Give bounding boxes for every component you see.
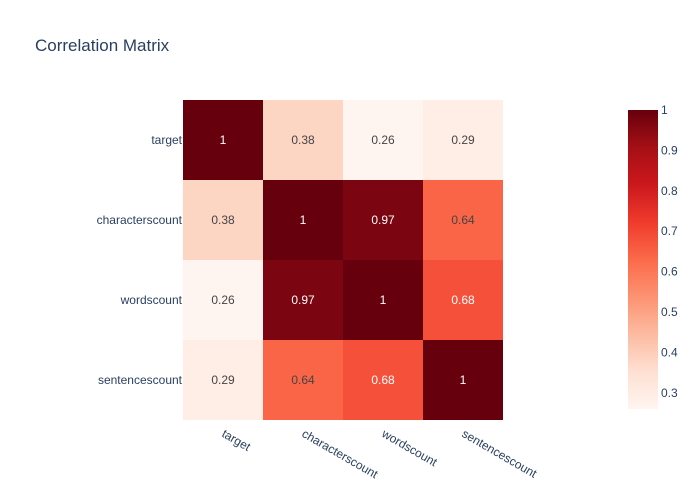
cell-value-label: 1 [300,213,307,227]
colorbar-tick-label: 0.6 [661,265,678,279]
y-tick-label: target [151,133,182,147]
cell-value-label: 1 [460,373,467,387]
heatmap-cell [263,260,343,340]
cell-value-label: 0.64 [451,213,475,227]
heatmap-cell [423,260,503,340]
colorbar-tick-label: 0.3 [661,386,678,400]
y-tick-label: characterscount [97,213,183,227]
heatmap-cell [423,180,503,260]
cell-value-label: 1 [380,293,387,307]
heatmap-cells: 1 0.38 0.26 0.29 0.38 1 0.97 0.64 0.26 0.97 1 0.68 0… [183,100,503,420]
cell-value-label: 0.38 [291,133,315,147]
colorbar-tick-label: 0.5 [661,305,678,319]
cell-value-label: 0.29 [451,133,475,147]
x-tick-label: sentencescount [460,426,540,480]
colorbar-gradient [628,110,658,409]
x-tick-label: wordscount [379,426,441,470]
cell-value-label: 0.38 [211,213,235,227]
x-tick-label: target [220,426,254,454]
heatmap-cell [263,340,343,420]
heatmap-cell [183,340,263,420]
heatmap-cell [343,100,423,180]
heatmap-cell [183,180,263,260]
x-tick-label: characterscount [300,426,382,481]
cell-value-label: 0.29 [211,373,235,387]
cell-value-label: 0.26 [211,293,235,307]
heatmap-cell [423,340,503,420]
heatmap-cell [263,100,343,180]
cell-value-label: 0.68 [371,373,395,387]
cell-value-label: 0.68 [451,293,475,307]
colorbar-tick-label: 0.8 [661,184,678,198]
colorbar-tick-label: 0.7 [661,224,678,238]
cell-value-label: 0.26 [371,133,395,147]
cell-value-label: 0.97 [291,293,315,307]
cell-value-label: 0.97 [371,213,395,227]
y-tick-label: sentencescount [98,373,183,387]
heatmap-cell [343,180,423,260]
heatmap-cell [263,180,343,260]
heatmap-cell [423,100,503,180]
cell-value-label: 0.64 [291,373,315,387]
heatmap-cell [343,340,423,420]
cell-value-label: 1 [220,133,227,147]
colorbar-tick-label: 0.9 [661,143,678,157]
heatmap-cell [343,260,423,340]
heatmap-cell [183,260,263,340]
x-axis-ticks: target characterscount wordscount sentences… [220,426,540,482]
chart-title: Correlation Matrix [35,36,170,55]
y-axis-ticks: target characterscount wordscount sentences… [97,133,183,387]
y-tick-label: wordscount [120,293,183,307]
colorbar-tick-label: 1 [661,103,668,117]
colorbar: 1 0.9 0.8 0.7 0.6 0.5 0.4 0.3 [628,103,678,409]
heatmap-cell [183,100,263,180]
colorbar-tick-label: 0.4 [661,345,678,359]
